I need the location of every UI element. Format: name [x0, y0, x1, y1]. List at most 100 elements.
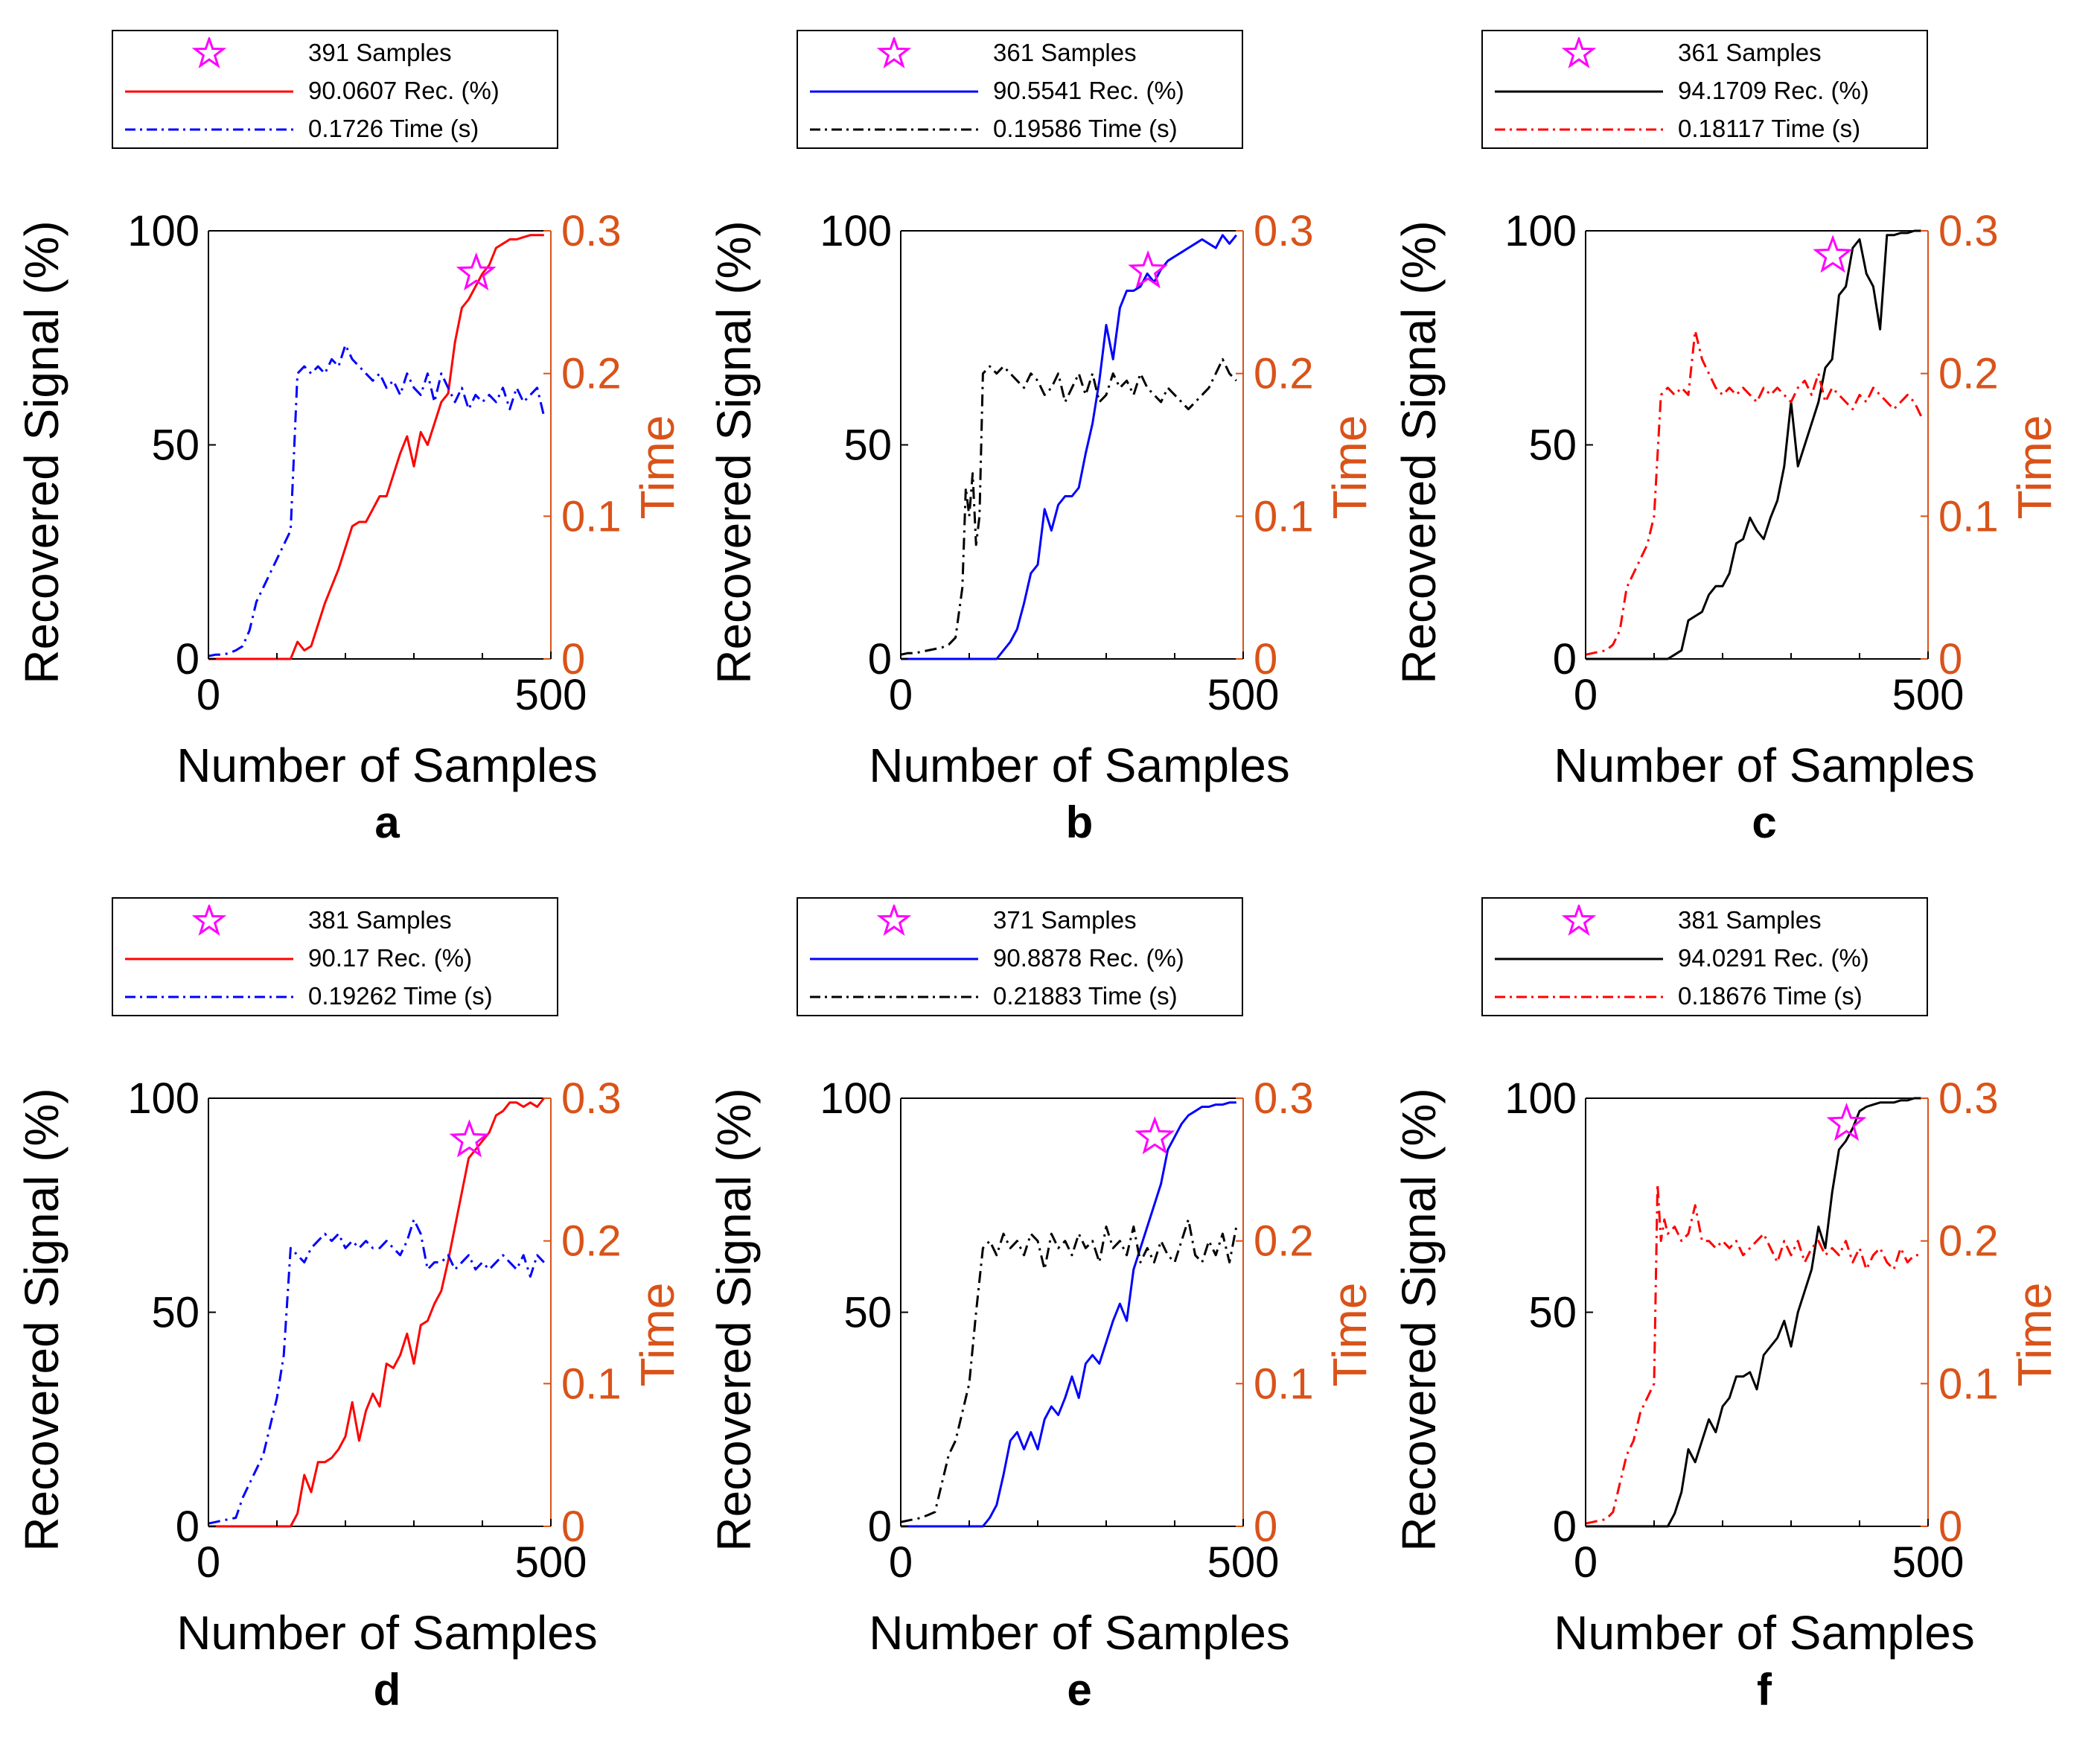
y-tick-label: 50 — [1528, 421, 1577, 470]
x-axis-label: Number of Samples — [869, 1606, 1290, 1660]
legend-entry-rec: 94.0291 Rec. (%) — [1483, 940, 1927, 977]
legend-box: 361 Samples 94.1709 Rec. (%) 0.18117 Time … — [1481, 30, 1928, 149]
legend-entry-samples: 381 Samples — [113, 902, 557, 939]
time-series-line — [208, 343, 546, 657]
legend-box: 391 Samples 90.0607 Rec. (%) 0.1726 Time (… — [112, 30, 558, 149]
optimal-sample-star-marker — [1813, 235, 1854, 273]
x-tick-label: 500 — [515, 671, 587, 719]
legend-label-rec: 94.1709 Rec. (%) — [1678, 77, 1869, 104]
panel-letter: c — [1752, 797, 1777, 847]
legend-entry-samples: 391 Samples — [113, 34, 557, 71]
y2-tick-label: 0.1 — [561, 492, 622, 541]
optimal-sample-star-marker — [1128, 249, 1169, 289]
x-tick-label: 500 — [1207, 1538, 1280, 1587]
y2-axis-label: Time — [631, 415, 684, 520]
panel-e: 371 Samples 90.8878 Rec. (%) 0.21883 Time … — [692, 867, 1385, 1739]
recovered-signal-series-line — [1586, 229, 1921, 660]
x-axis-label: Number of Samples — [1554, 1606, 1975, 1660]
y-tick-label: 0 — [868, 1503, 892, 1551]
y-tick-label: 50 — [1528, 1289, 1577, 1337]
x-tick-label: 500 — [1207, 671, 1280, 719]
x-tick-label: 0 — [1574, 671, 1598, 719]
legend-line-sample — [1495, 957, 1663, 960]
legend-label-time: 0.18676 Time (s) — [1678, 982, 1863, 1010]
legend-box: 381 Samples 94.0291 Rec. (%) 0.18676 Time … — [1481, 897, 1928, 1016]
legend-label-time: 0.1726 Time (s) — [308, 115, 479, 142]
y-tick-label: 50 — [843, 421, 892, 470]
panel-c: 361 Samples 94.1709 Rec. (%) 0.18117 Time … — [1377, 0, 2069, 871]
y-tick-label: 0 — [176, 635, 200, 684]
star-marker-icon — [876, 37, 912, 68]
y2-tick-label: 0.3 — [561, 1074, 622, 1123]
legend-line-sample — [1495, 90, 1663, 93]
y2-axis-label: Time — [1323, 1283, 1376, 1387]
y2-axis-label: Time — [2008, 1283, 2061, 1387]
legend-entry-rec: 90.0607 Rec. (%) — [113, 72, 557, 109]
x-tick-label: 500 — [1892, 1538, 1965, 1587]
legend-line-sample — [125, 128, 293, 131]
y2-tick-label: 0.2 — [561, 1217, 622, 1266]
y2-tick-label: 0.2 — [1254, 1217, 1314, 1266]
star-marker-icon — [191, 37, 227, 68]
y2-axis-label: Time — [631, 1283, 684, 1387]
x-tick-label: 500 — [515, 1538, 587, 1587]
y-axis-label: Recovered Signal (%) — [15, 220, 68, 684]
time-series-line — [901, 358, 1237, 656]
legend-line-sample — [125, 957, 293, 960]
legend-entry-time: 0.1726 Time (s) — [113, 110, 557, 147]
y2-axis-label: Time — [1323, 415, 1376, 520]
time-series-line — [1586, 329, 1923, 656]
panel-d: 381 Samples 90.17 Rec. (%) 0.19262 Time (s… — [0, 867, 692, 1739]
x-axis-label: Number of Samples — [1554, 739, 1975, 792]
legend-box: 361 Samples 90.5541 Rec. (%) 0.19586 Time … — [797, 30, 1243, 149]
y2-tick-label: 0.3 — [1254, 1074, 1314, 1123]
legend-entry-rec: 94.1709 Rec. (%) — [1483, 72, 1927, 109]
y2-tick-label: 0.1 — [1938, 492, 1999, 541]
legend-entry-time: 0.18117 Time (s) — [1483, 110, 1927, 147]
y-tick-label: 100 — [820, 207, 892, 255]
optimal-sample-star-marker — [1134, 1116, 1175, 1155]
panel-letter: d — [373, 1665, 401, 1715]
legend-entry-samples: 361 Samples — [1483, 34, 1927, 71]
y-tick-label: 50 — [151, 1289, 200, 1337]
y2-tick-label: 0.1 — [1938, 1360, 1999, 1408]
y-tick-label: 0 — [176, 1503, 200, 1551]
y-tick-label: 100 — [127, 1074, 200, 1123]
y2-tick-label: 0 — [561, 1503, 585, 1551]
optimal-sample-star-marker — [456, 252, 497, 291]
legend-entry-time: 0.21883 Time (s) — [798, 978, 1242, 1015]
y2-tick-label: 0.2 — [1254, 350, 1314, 398]
recovered-signal-series-line — [208, 234, 544, 660]
time-series-line — [1586, 1182, 1921, 1525]
legend-entry-rec: 90.5541 Rec. (%) — [798, 72, 1242, 109]
y-tick-label: 0 — [1553, 635, 1577, 684]
legend-line-sample — [1495, 995, 1663, 998]
legend-label-samples: 391 Samples — [308, 39, 452, 66]
y-tick-label: 0 — [1553, 1503, 1577, 1551]
y-tick-label: 100 — [1504, 207, 1577, 255]
legend-entry-samples: 361 Samples — [798, 34, 1242, 71]
legend-line-sample — [810, 995, 978, 998]
y-tick-label: 0 — [868, 635, 892, 684]
legend-label-rec: 90.17 Rec. (%) — [308, 944, 473, 972]
x-tick-label: 500 — [1892, 671, 1965, 719]
y2-tick-label: 0.2 — [1938, 350, 1999, 398]
legend-label-time: 0.19586 Time (s) — [993, 115, 1178, 142]
legend-entry-time: 0.19586 Time (s) — [798, 110, 1242, 147]
y2-axis-label: Time — [2008, 415, 2061, 520]
legend-line-sample — [810, 90, 978, 93]
x-axis-label: Number of Samples — [869, 739, 1290, 792]
legend-entry-samples: 381 Samples — [1483, 902, 1927, 939]
x-axis-label: Number of Samples — [176, 739, 598, 792]
legend-label-samples: 381 Samples — [1678, 906, 1822, 934]
y2-tick-label: 0.1 — [1254, 1360, 1314, 1408]
y2-tick-label: 0.3 — [561, 207, 622, 255]
legend-label-time: 0.19262 Time (s) — [308, 982, 493, 1010]
legend-label-samples: 371 Samples — [993, 906, 1137, 934]
